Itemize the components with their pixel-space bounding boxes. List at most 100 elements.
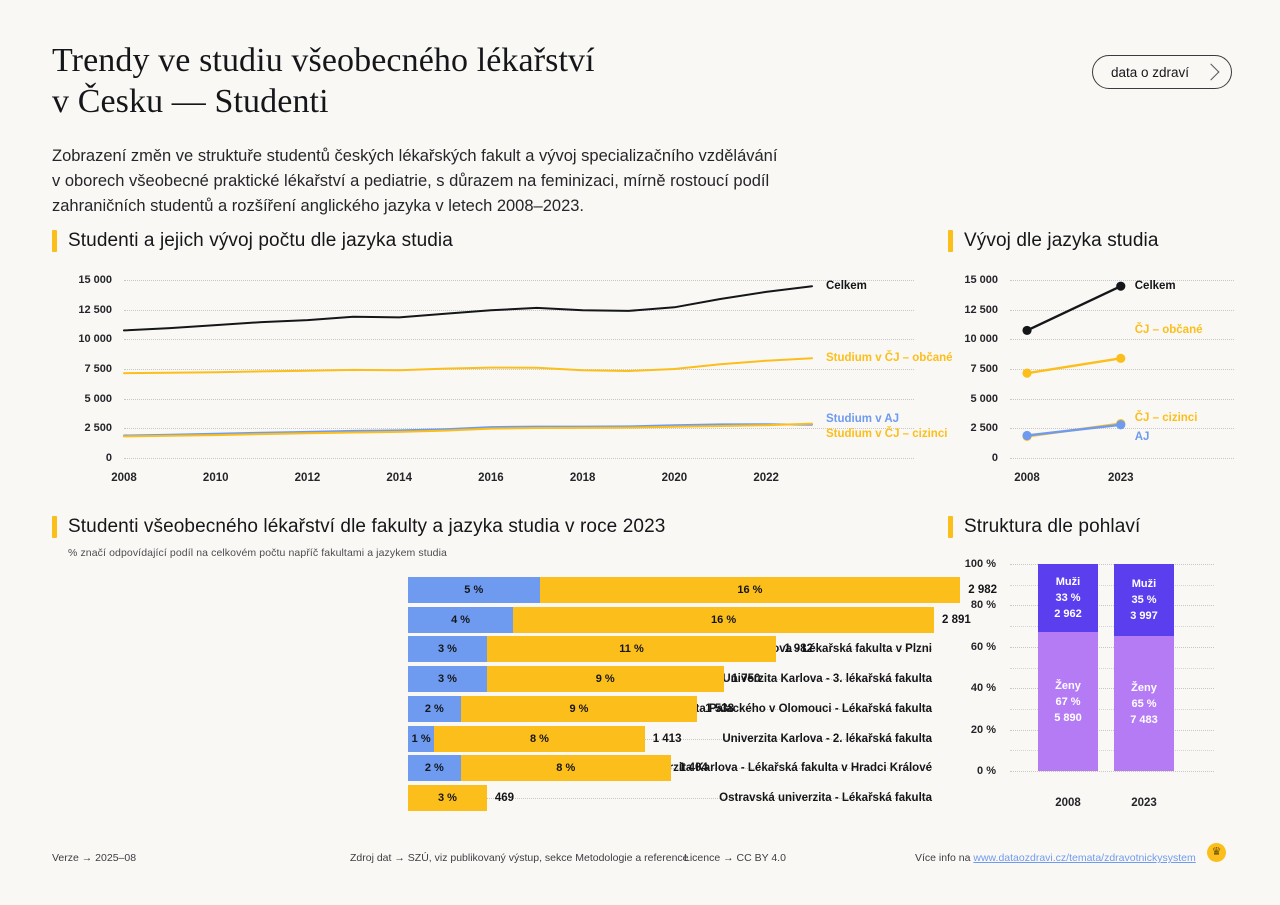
bar-row-gridline [408,738,932,740]
section-title-lines: Studenti a jejich vývoj počtu dle jazyka… [68,230,453,251]
table-row: 1 % 8 % 1 413 [408,725,682,752]
y-axis-tick-label: 40 % [970,682,996,695]
stacked-bar-chart-faculties: Univerzita Karlova - 1. lékařská fakulta… [52,573,997,813]
table-row: 2 % 9 % 1 538 [408,695,734,722]
page-title: Trendy ve studiu všeobecného lékařství v… [52,40,752,122]
bar-segment-cj: 16 % [513,606,934,633]
footer-version: Verze → 2025–08 [52,852,137,864]
gender-column-2008: Muži 33 % 2 962 Ženy 67 % 5 890 [1038,564,1098,771]
y-axis-tick-label: 100 % [964,558,996,570]
bar-segment-cj: 9 % [486,666,724,693]
line-chart-students: 0 2 500 5 000 7 500 10 000 12 500 15 000 2008 20… [52,268,952,503]
slope-point [1022,430,1032,441]
slope-point [1116,281,1126,291]
women-count: 5 890 [1054,711,1082,724]
section-heading-slope: Vývoj dle jazyka studia [948,230,1248,252]
gridline-y-minor [1010,750,1214,752]
accent-bar-icon [52,230,57,252]
bar-segment-cj: 8 % [434,725,645,752]
footer-licence: Licence → CC BY 4.0 [684,852,786,864]
bar-segment-cj: 8 % [460,755,671,782]
line-series-studium-v-čj-–-občané [123,357,813,375]
bar-total-value: 1 750 [731,673,761,686]
series-label-studium-v-čj-–-cizinci: Studium v ČJ – cizinci [826,427,948,440]
bar-total-value: 469 [494,791,515,804]
footer-more-prefix: Více info na [915,852,971,864]
men-percent: 35 % [1131,594,1157,607]
gridline-y [124,339,914,341]
gridline-y-minor [1010,584,1214,586]
bar-total-value: 1 413 [652,732,682,745]
bar-segment-aj: 3 % [408,666,487,693]
panel-gender-structure: Struktura dle pohlaví 0 % 20 % 40 % 60 % 80 … [948,516,1248,823]
slope-point [1116,353,1126,363]
y-axis-tick-label: 0 [991,452,998,464]
x-axis-tick-label: 2018 [569,472,596,484]
footer-more-info: Více info na www.dataozdravi.cz/temata/z… [915,852,1196,864]
panel-language-development: Vývoj dle jazyka studia 0 2 500 5 000 7 500… [948,230,1248,503]
gridline-y [124,369,914,370]
gridline-y [1010,771,1214,772]
women-percent: 65 % [1131,697,1157,710]
data-o-zdravi-badge[interactable]: data o zdraví [1091,55,1232,89]
y-axis-tick-label: 10 000 [964,333,998,346]
y-axis-tick-label: 0 [105,452,112,464]
table-row: 5 % 16 % 2 982 [408,577,997,603]
slope-label-aj: AJ [1134,430,1150,443]
faculty-label: Ostravská univerzita - Lékařská fakulta [719,791,932,804]
bar-segment-aj: 2 % [408,695,461,722]
bar-segment-cj: 3 % [408,784,487,811]
slope-point [1116,420,1126,430]
section-heading-gender: Struktura dle pohlaví [948,516,1248,538]
gridline-y [1010,369,1234,370]
bar-segment-cj: 16 % [539,577,961,603]
slope-label-čj-–-cizinci: ČJ – cizinci [1134,411,1198,424]
section-heading-lines: Studenti a jejich vývoj počtu dle jazyka… [52,230,932,252]
bar-segment-aj: 4 % [408,606,514,633]
table-row: 3 % 11 % 1 982 [408,636,813,663]
gridline-y [1010,564,1214,565]
line-series-studium-v-čj-–-cizinci [123,422,813,438]
slope-point [1022,325,1032,336]
x-axis-tick-label: 2012 [294,472,321,484]
line-series-celkem [123,285,813,332]
men-percent: 33 % [1055,592,1081,605]
crown-logo-icon: ♛ [1207,843,1226,862]
gridline-y [1010,458,1234,459]
y-axis-tick-label: 7 500 [84,363,112,375]
gender-segment-men: Muži 33 % 2 962 [1038,564,1098,633]
men-count: 3 997 [1130,610,1158,623]
x-axis-tick-label: 2023 [1107,472,1134,484]
badge-label: data o zdraví [1110,64,1189,80]
gender-column-2023: Muži 35 % 3 997 Ženy 65 % 7 483 [1114,564,1174,771]
x-axis-tick-label: 2008 [1014,472,1040,484]
gridline-y [1010,309,1234,311]
bar-total-value: 2 891 [941,613,971,626]
faculty-label: Univerzita Karlova - 2. lékařská fakulta [722,732,932,745]
x-axis-tick-label: 2008 [111,472,137,484]
line-chart-svg [123,285,813,438]
women-label: Ženy [1055,679,1081,692]
gridline-y [1010,339,1234,341]
chevron-right-icon [1202,63,1220,81]
x-axis-tick-label: 2016 [478,472,504,484]
x-axis-tick-label: 2023 [1131,797,1157,809]
y-axis-tick-label: 0 % [977,765,996,777]
slope-point [1022,368,1032,378]
gridline-y [124,458,914,459]
page-title-line-2: v Česku — Studenti [52,83,329,120]
page-title-line-1: Trendy ve studiu všeobecného lékařství [52,42,595,79]
faculty-label: Univerzita Karlova - Lékařská fakulta v … [637,762,932,775]
y-axis-tick-label: 12 500 [78,303,112,316]
x-axis-tick-label: 2020 [661,472,688,484]
bar-segment-aj: 2 % [408,755,461,782]
series-label-studium-v-čj-–-občané: Studium v ČJ – občané [826,352,953,365]
bar-segment-cj: 11 % [486,636,777,663]
y-axis-tick-label: 80 % [970,599,996,612]
bar-row-gridline [408,797,932,799]
slope-line-aj [1025,423,1122,437]
bar-total-value: 1 982 [784,643,813,656]
bar-segment-aj: 3 % [408,636,487,663]
footer-link[interactable]: www.dataozdravi.cz/temata/zdravotnickysy… [973,852,1196,864]
gridline-y [1010,729,1214,731]
